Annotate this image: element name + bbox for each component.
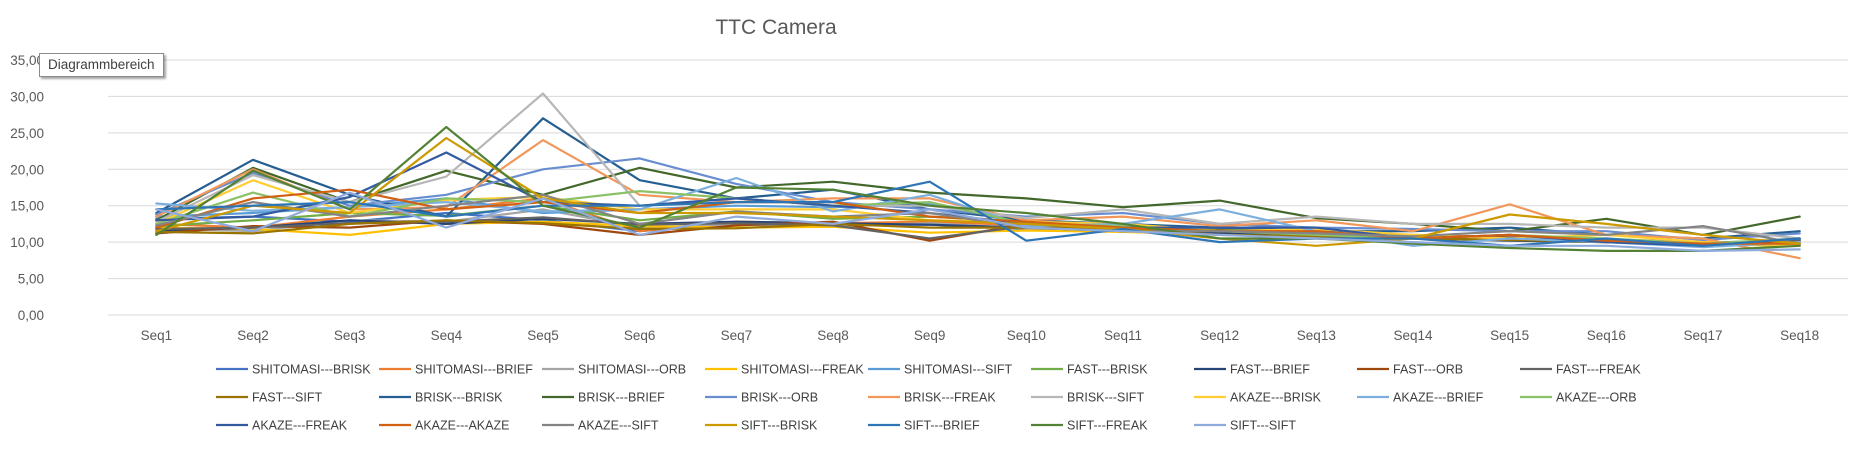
series-lines [155,92,1801,260]
x-tick-label: Seq16 [1587,328,1626,343]
series-line-brisk-brief[interactable] [155,166,1801,236]
legend-label: AKAZE---BRISK [1230,391,1322,405]
legend-label: SHITOMASI---BRISK [252,363,371,377]
chart-area-tooltip: Diagrammbereich [39,53,164,77]
x-tick-label: Seq15 [1490,328,1529,343]
y-tick-label: 35,00 [10,53,44,68]
x-axis: Seq1 Seq2 Seq3 Seq4 Seq5 Seq6 Seq7 Seq8 Seq9 Seq1… [141,328,1820,343]
x-tick-label: Seq8 [817,328,849,343]
legend-label: FAST---BRISK [1067,363,1148,377]
legend-label: AKAZE---SIFT [578,419,659,433]
x-tick-label: Seq12 [1200,328,1239,343]
legend-label: SIFT---BRISK [741,419,818,433]
legend-label: BRISK---BRIEF [578,391,665,405]
series-line-sift-brisk[interactable] [155,136,1801,247]
x-tick-label: Seq17 [1683,328,1722,343]
y-tick-label: 10,00 [10,235,44,250]
legend-label: SHITOMASI---ORB [578,363,686,377]
x-tick-label: Seq13 [1297,328,1336,343]
legend-label: AKAZE---AKAZE [415,419,509,433]
legend-label: FAST---SIFT [252,391,323,405]
y-tick-label: 0,00 [18,308,44,323]
legend-label: SHITOMASI---FREAK [741,363,864,377]
x-tick-label: Seq10 [1007,328,1046,343]
legend-label: FAST---ORB [1393,363,1463,377]
legend-label: AKAZE---BRIEF [1393,391,1484,405]
x-tick-label: Seq9 [914,328,946,343]
chart-title: TTC Camera [715,16,837,39]
legend: SHITOMASI---BRISK SHITOMASI---BRIEF SHITOM… [216,363,1641,433]
y-tick-label: 30,00 [10,89,44,104]
series-line-sift-sift[interactable] [155,191,1801,252]
legend-label: SIFT---BRIEF [904,419,980,433]
x-tick-label: Seq6 [624,328,656,343]
legend-label: AKAZE---ORB [1556,391,1637,405]
legend-label: FAST---BRIEF [1230,363,1310,377]
x-tick-label: Seq5 [527,328,559,343]
series-line-sift-brief[interactable] [155,180,1801,247]
legend-label: AKAZE---FREAK [252,419,348,433]
series-line-akaze-sift[interactable] [155,193,1801,245]
y-tick-label: 25,00 [10,126,44,141]
y-tick-label: 20,00 [10,162,44,177]
x-tick-label: Seq4 [431,328,463,343]
legend-label: SIFT---SIFT [1230,419,1296,433]
legend-label: SHITOMASI---BRIEF [415,363,533,377]
series-line-sift-freak[interactable] [155,125,1801,252]
x-tick-label: Seq11 [1104,328,1142,343]
x-tick-label: Seq18 [1780,328,1819,343]
y-tick-label: 15,00 [10,199,44,214]
x-tick-label: Seq7 [721,328,753,343]
legend-label: BRISK---FREAK [904,391,996,405]
legend-label: BRISK---SIFT [1067,391,1144,405]
x-tick-label: Seq14 [1393,328,1433,343]
legend-label: BRISK---ORB [741,391,818,405]
legend-label: BRISK---BRISK [415,391,503,405]
legend-label: SHITOMASI---SIFT [904,363,1012,377]
x-tick-label: Seq3 [334,328,366,343]
x-tick-label: Seq2 [237,328,269,343]
y-axis: 0,00 5,00 10,00 15,00 20,00 25,00 30,00 35,00 [10,53,44,323]
y-tick-label: 5,00 [18,272,44,287]
legend-label: SIFT---FREAK [1067,419,1148,433]
legend-label: FAST---FREAK [1556,363,1641,377]
x-tick-label: Seq1 [141,328,173,343]
